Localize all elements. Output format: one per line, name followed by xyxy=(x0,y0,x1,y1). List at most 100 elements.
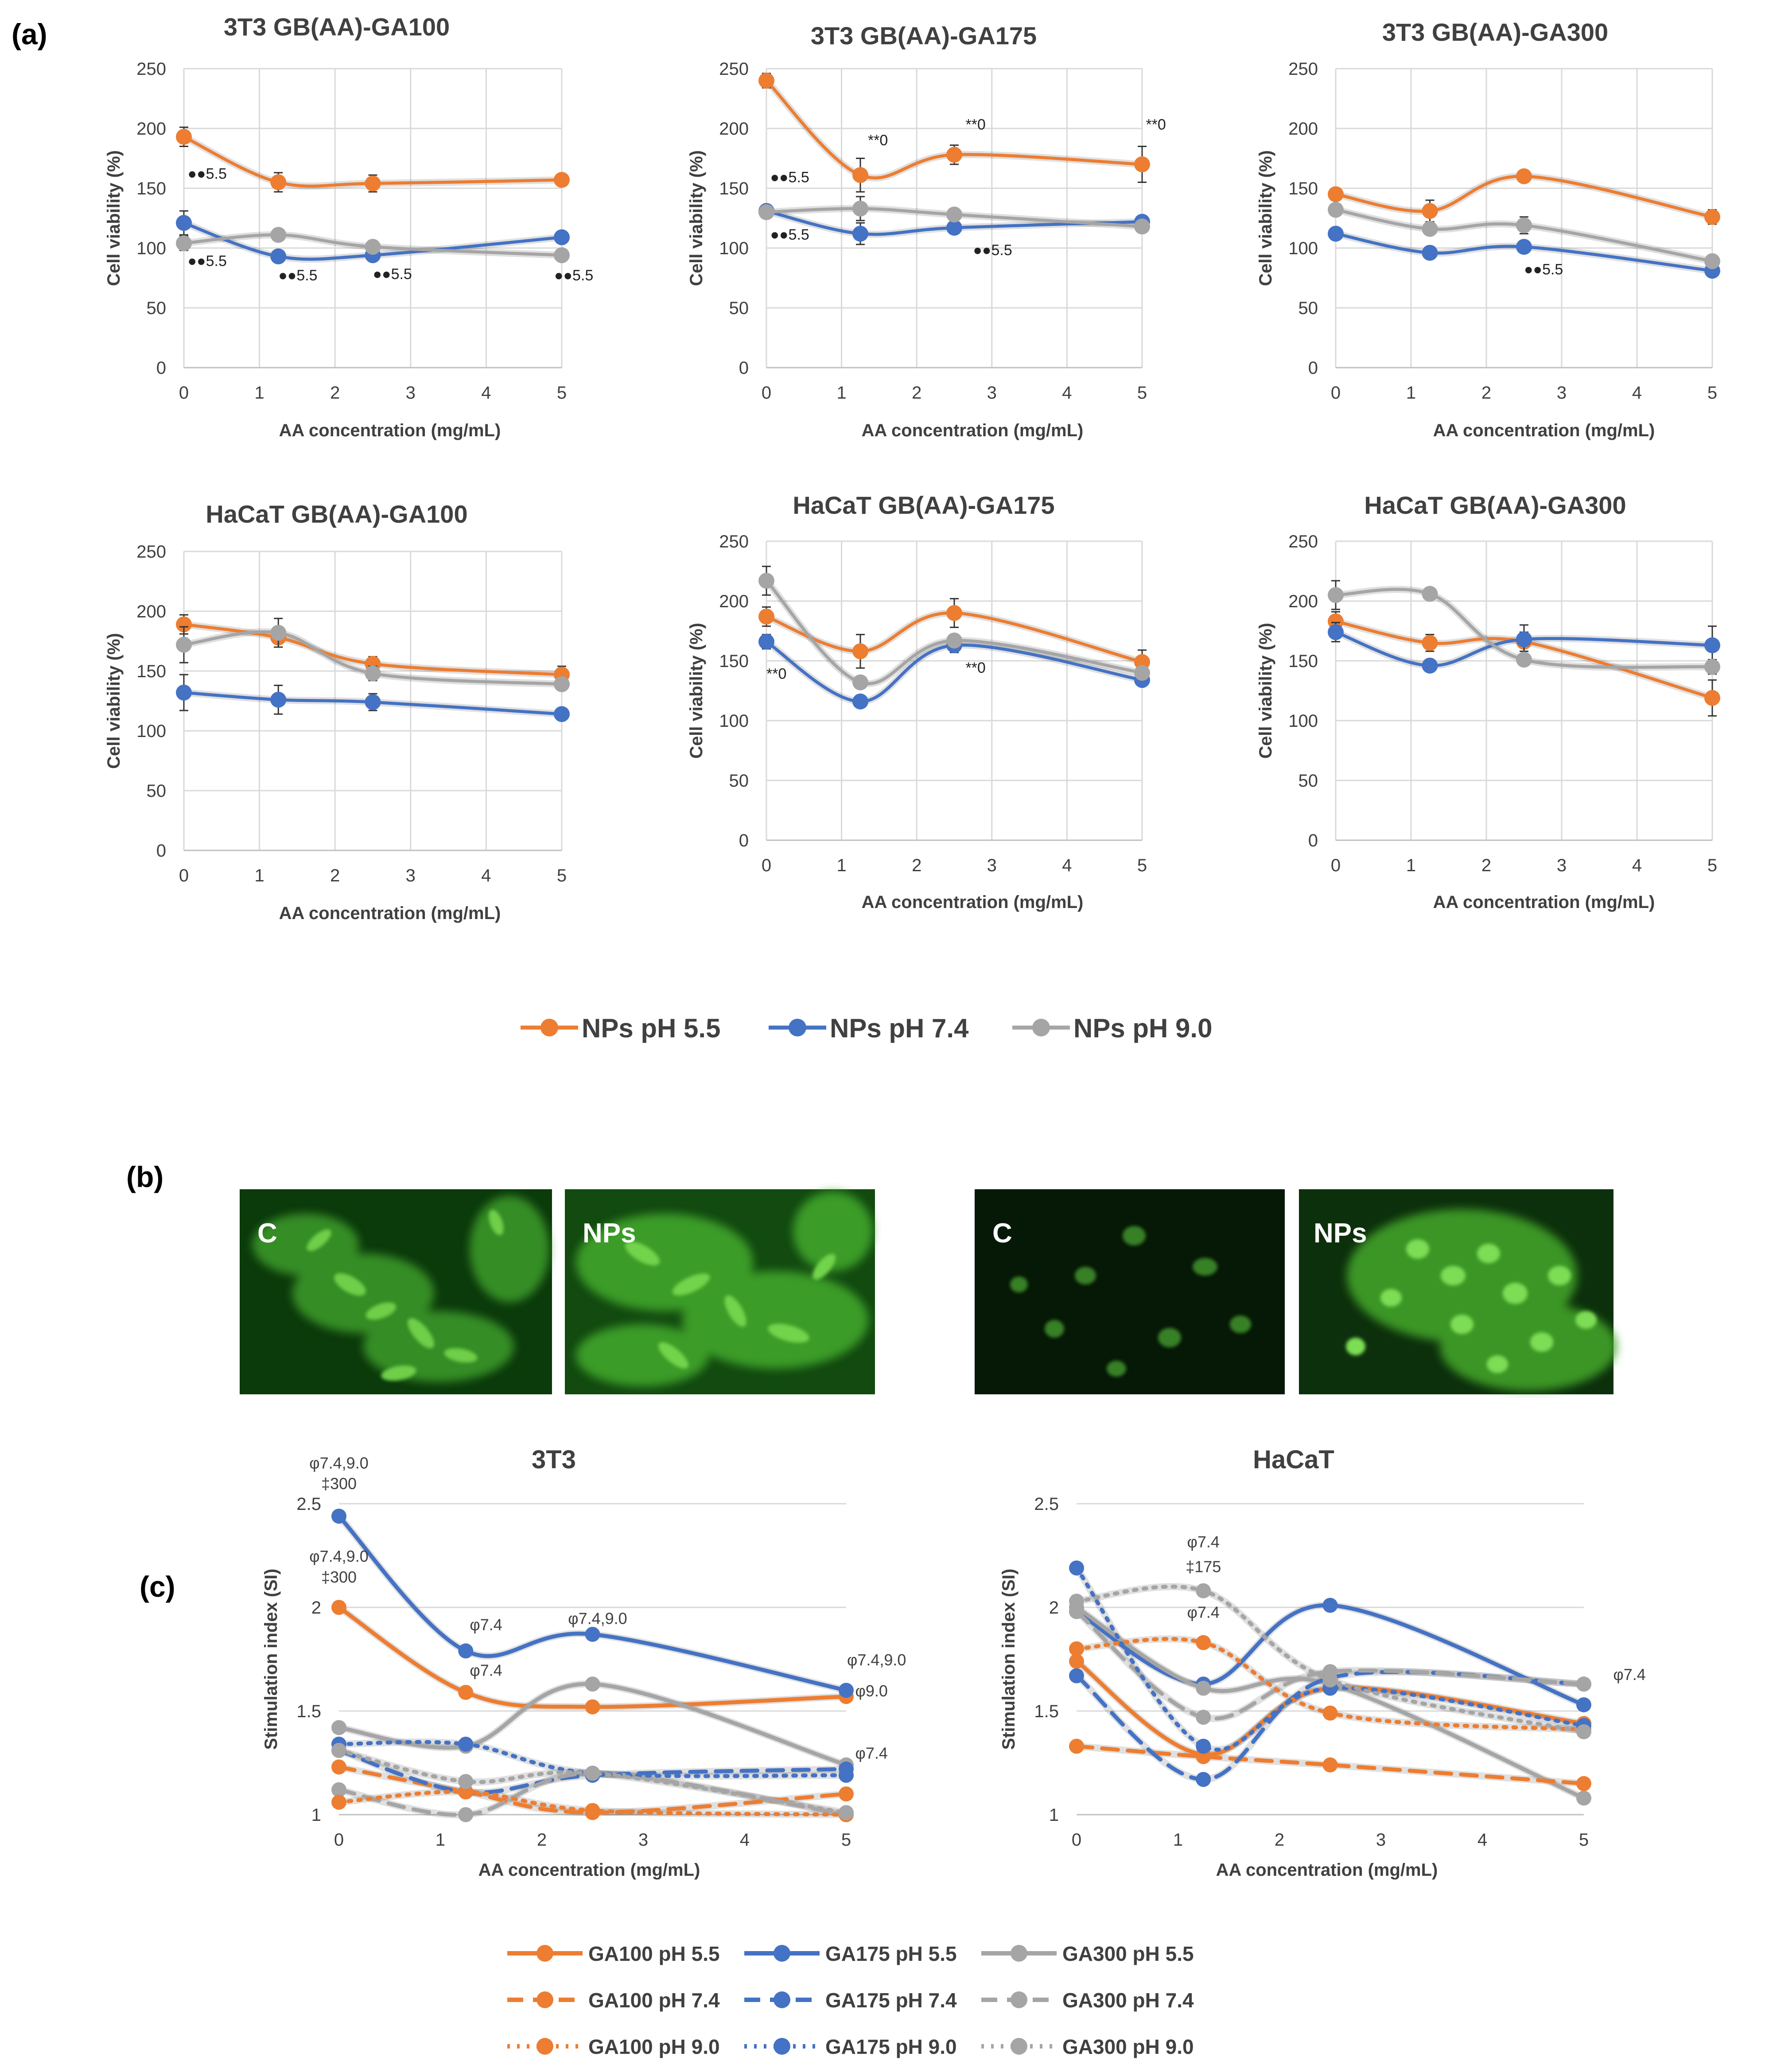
legend-item-ga175-ph-9-0: GA175 pH 9.0 xyxy=(744,2035,957,2058)
data-point xyxy=(270,227,287,243)
x-tick-label: 3 xyxy=(1376,1830,1386,1850)
data-point xyxy=(1069,1738,1084,1754)
data-point xyxy=(758,573,774,589)
series-nps-ph-7-4 xyxy=(1328,622,1720,674)
data-point xyxy=(1196,1749,1211,1764)
annotation: **0 xyxy=(766,666,786,683)
data-point xyxy=(331,1509,346,1524)
data-point xyxy=(852,225,868,242)
y-tick-label: 100 xyxy=(719,239,749,258)
x-tick-label: 4 xyxy=(481,866,491,885)
annotation: φ7.4 xyxy=(470,1661,502,1679)
y-tick-label: 200 xyxy=(1288,119,1318,139)
panel-b-label: (b) xyxy=(126,1160,163,1193)
legend-label: GA175 pH 5.5 xyxy=(825,1942,957,1965)
y-tick-label: 100 xyxy=(1288,239,1318,258)
series-nps-ph-5-5 xyxy=(758,598,1150,675)
series-line xyxy=(182,630,564,686)
data-point xyxy=(1322,1757,1338,1773)
x-tick-label: 1 xyxy=(1406,856,1416,875)
legend-label: GA100 pH 9.0 xyxy=(588,2035,720,2058)
data-point xyxy=(1196,1772,1211,1787)
series-line xyxy=(1334,620,1714,700)
series-line xyxy=(337,1740,848,1778)
annotation: **0 xyxy=(965,116,985,133)
y-axis-label: Cell viability (%) xyxy=(687,150,706,286)
series-nps-ph-7-4 xyxy=(176,210,570,264)
data-point xyxy=(458,1774,474,1789)
annotation: φ7.4,9.0 xyxy=(847,1651,906,1669)
x-axis-label: AA concentration (mg/mL) xyxy=(279,904,501,923)
data-point xyxy=(1422,244,1438,261)
y-tick-label: 2.5 xyxy=(296,1494,321,1514)
legend-swatch-marker xyxy=(1011,1945,1027,1962)
data-point xyxy=(839,1768,854,1783)
legend-label: GA175 pH 9.0 xyxy=(825,2035,957,2058)
data-point xyxy=(176,128,192,145)
x-tick-label: 0 xyxy=(762,383,771,403)
data-point xyxy=(458,1684,474,1700)
legend-swatch-marker xyxy=(536,1945,553,1962)
data-point xyxy=(852,200,868,217)
series-line xyxy=(1334,208,1714,263)
legend-label: GA300 pH 7.4 xyxy=(1062,1989,1194,2012)
legend-item-ga300-ph-7-4: GA300 pH 7.4 xyxy=(981,1989,1194,2012)
data-point xyxy=(1576,1697,1591,1712)
y-tick-label: 200 xyxy=(719,119,749,139)
annotation: **0 xyxy=(1146,116,1166,133)
x-tick-label: 0 xyxy=(1072,1830,1081,1850)
data-point xyxy=(839,1683,854,1698)
annotation: ‡175 xyxy=(1186,1557,1221,1575)
data-point xyxy=(852,693,868,710)
chart-title: HaCaT GB(AA)-GA175 xyxy=(793,491,1054,519)
data-point xyxy=(1422,203,1438,219)
y-tick-label: 2.5 xyxy=(1034,1494,1059,1514)
data-point xyxy=(1328,202,1344,218)
annotation: ●●5.5 xyxy=(188,253,227,270)
data-point xyxy=(585,1676,600,1692)
chart-title: 3T3 GB(AA)-GA100 xyxy=(224,13,450,41)
series-line xyxy=(1334,175,1714,219)
annotation: ●●5.5 xyxy=(770,226,809,243)
legend-swatch-marker xyxy=(540,1019,558,1036)
micrograph-hacat-nps: NPs xyxy=(1299,1189,1617,1394)
data-point xyxy=(585,1765,600,1781)
x-tick-label: 3 xyxy=(638,1830,648,1850)
series-nps-ph-9-0 xyxy=(1328,202,1720,269)
data-point xyxy=(852,643,868,660)
x-tick-label: 4 xyxy=(1632,856,1642,875)
y-axis-label: Cell viability (%) xyxy=(1256,150,1275,286)
series-line xyxy=(1074,1744,1586,1786)
series-line xyxy=(182,233,564,257)
data-point xyxy=(946,220,962,236)
data-point xyxy=(1516,652,1532,668)
series-nps-ph-7-4 xyxy=(176,674,570,722)
y-tick-label: 0 xyxy=(739,831,749,850)
series-line xyxy=(1334,588,1714,669)
data-point xyxy=(458,1784,474,1800)
legend-swatch-marker xyxy=(774,2038,790,2055)
x-tick-label: 4 xyxy=(1632,383,1642,403)
micrograph-label: C xyxy=(992,1218,1012,1249)
x-tick-label: 3 xyxy=(987,856,997,875)
legend-label: GA100 pH 7.4 xyxy=(588,1989,720,2012)
annotation: ‡300 xyxy=(321,1474,357,1493)
data-point xyxy=(554,229,570,245)
data-point xyxy=(758,609,774,625)
y-tick-label: 150 xyxy=(1288,179,1318,198)
data-point xyxy=(1422,586,1438,602)
data-point xyxy=(365,239,381,255)
annotation: φ7.4,9.0 xyxy=(568,1609,627,1627)
x-tick-label: 2 xyxy=(1481,383,1491,403)
x-tick-label: 4 xyxy=(1477,1830,1487,1850)
data-point xyxy=(270,625,287,641)
x-tick-label: 3 xyxy=(1557,856,1567,875)
data-point xyxy=(1196,1680,1211,1696)
legend-label: GA300 pH 5.5 xyxy=(1062,1942,1194,1965)
y-tick-label: 200 xyxy=(1288,592,1318,611)
y-tick-label: 1.5 xyxy=(1034,1702,1059,1721)
data-point xyxy=(758,73,774,89)
data-point xyxy=(270,174,287,190)
legend-label: GA100 pH 5.5 xyxy=(588,1942,720,1965)
x-tick-label: 5 xyxy=(1137,383,1147,403)
